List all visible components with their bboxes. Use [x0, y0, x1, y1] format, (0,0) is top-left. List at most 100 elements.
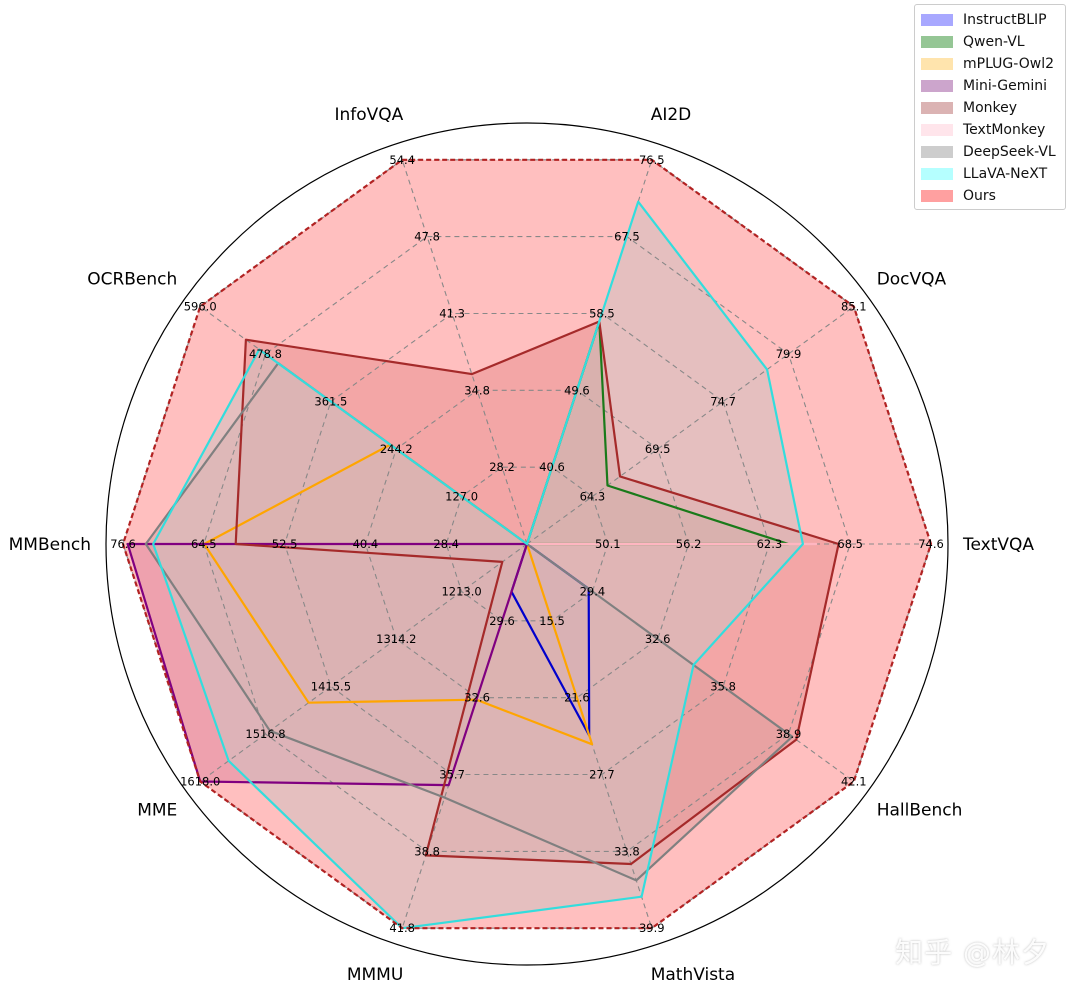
tick-label: 1314.2	[376, 632, 416, 646]
tick-label: 38.8	[414, 844, 440, 858]
legend-swatch	[921, 190, 953, 202]
legend-swatch	[921, 168, 953, 180]
tick-label: 33.8	[614, 844, 640, 858]
tick-label: 21.6	[564, 691, 590, 705]
legend-item: TextMonkey	[921, 119, 1059, 141]
tick-label: 244.2	[380, 442, 413, 456]
tick-label: 15.5	[539, 614, 565, 628]
tick-label: 58.5	[589, 307, 615, 321]
tick-label: 64.3	[580, 490, 606, 504]
series-line-monkey	[234, 320, 840, 866]
axis-label-textvqa: TextVQA	[962, 535, 1034, 555]
legend-label: mPLUG-Owl2	[963, 56, 1054, 72]
tick-label: 85.1	[841, 300, 867, 314]
tick-label: 54.4	[389, 153, 415, 167]
legend-label: Mini-Gemini	[963, 78, 1048, 94]
axis-labels: TextVQA DocVQA AI2D InfoVQA OCRBench MMBench M…	[9, 105, 1035, 985]
tick-label: 40.4	[353, 537, 379, 551]
axis-label-infovqa: InfoVQA	[334, 105, 403, 125]
legend-item: DeepSeek-VL	[921, 141, 1059, 163]
tick-label: 41.3	[439, 307, 465, 321]
chart-legend: InstructBLIP Qwen-VL mPLUG-Owl2 Mini-Gemini…	[914, 4, 1066, 210]
axis-label-ocrbench: OCRBench	[87, 269, 177, 289]
tick-label: 49.6	[564, 383, 590, 397]
tick-label: 29.6	[489, 614, 515, 628]
legend-swatch	[921, 58, 953, 70]
axis-label-docvqa: DocVQA	[877, 269, 947, 289]
legend-swatch	[921, 80, 953, 92]
tick-label: 79.9	[776, 347, 802, 361]
legend-swatch	[921, 36, 953, 48]
tick-label: 41.8	[389, 921, 415, 935]
tick-label: 32.6	[645, 632, 671, 646]
tick-label: 1618.0	[180, 775, 220, 789]
legend-item: InstructBLIP	[921, 9, 1059, 31]
grid-spoke	[199, 543, 528, 782]
tick-label: 596.0	[184, 300, 217, 314]
tick-label: 67.5	[614, 230, 640, 244]
axis-label-mme: MME	[137, 801, 177, 821]
legend-item: Mini-Gemini	[921, 75, 1059, 97]
legend-item: Monkey	[921, 97, 1059, 119]
axis-label-ai2d: AI2D	[651, 105, 692, 125]
tick-label: 76.5	[639, 153, 665, 167]
legend-item: Ours	[921, 185, 1059, 207]
legend-label: Ours	[963, 188, 996, 204]
grid-spoke	[401, 159, 528, 545]
series-line-deepseek-vl	[144, 362, 794, 882]
legend-swatch	[921, 102, 953, 114]
tick-label: 478.8	[249, 347, 282, 361]
tick-label: 127.0	[445, 490, 478, 504]
tick-label: 1415.5	[311, 680, 351, 694]
tick-label: 56.2	[676, 537, 702, 551]
legend-label: LLaVA-NeXT	[963, 166, 1048, 182]
tick-label: 35.7	[439, 768, 465, 782]
legend-swatch	[921, 124, 953, 136]
series-outlines	[121, 158, 933, 930]
axis-label-hallbench: HallBench	[877, 801, 963, 821]
tick-label: 361.5	[314, 395, 347, 409]
tick-label: 68.5	[837, 537, 863, 551]
tick-label: 1213.0	[441, 585, 481, 599]
series-line-llava-next	[152, 200, 805, 930]
tick-label: 27.7	[589, 768, 615, 782]
series-line-ours	[121, 158, 933, 930]
tick-label: 62.3	[757, 537, 783, 551]
tick-label: 52.5	[272, 537, 298, 551]
grid-spoke	[526, 306, 855, 545]
tick-label: 28.4	[433, 537, 459, 551]
legend-swatch	[921, 14, 953, 26]
tick-label: 69.5	[645, 442, 671, 456]
legend-item: mPLUG-Owl2	[921, 53, 1059, 75]
tick-label: 29.4	[580, 585, 606, 599]
axis-label-mathvista: MathVista	[651, 965, 735, 985]
tick-label: 32.6	[464, 691, 490, 705]
legend-label: InstructBLIP	[963, 12, 1047, 28]
legend-label: Qwen-VL	[963, 34, 1025, 50]
legend-label: TextMonkey	[963, 122, 1046, 138]
axis-label-mmmu: MMMU	[347, 965, 403, 985]
legend-swatch	[921, 146, 953, 158]
tick-label: 50.1	[595, 537, 621, 551]
watermark: 知乎 @林夕	[895, 936, 1050, 969]
tick-label: 40.6	[539, 460, 565, 474]
tick-label: 28.2	[489, 460, 515, 474]
tick-label: 34.8	[464, 383, 490, 397]
tick-label: 39.9	[639, 921, 665, 935]
tick-label: 64.5	[191, 537, 217, 551]
tick-labels: 50.1 56.2 62.3 68.5 74.6 64.3 69.5 74.7 79.9 85.1…	[110, 153, 944, 935]
legend-item: LLaVA-NeXT	[921, 163, 1059, 185]
legend-label: Monkey	[963, 100, 1018, 116]
legend-item: Qwen-VL	[921, 31, 1059, 53]
axis-label-mmbench: MMBench	[9, 535, 91, 555]
legend-label: DeepSeek-VL	[963, 144, 1056, 160]
tick-label: 76.6	[110, 537, 136, 551]
outer-frame	[105, 122, 949, 966]
tick-label: 74.6	[918, 537, 944, 551]
tick-label: 42.1	[841, 775, 867, 789]
tick-label: 38.9	[776, 727, 802, 741]
tick-label: 74.7	[710, 395, 736, 409]
tick-label: 35.8	[710, 680, 736, 694]
tick-label: 47.8	[414, 230, 440, 244]
